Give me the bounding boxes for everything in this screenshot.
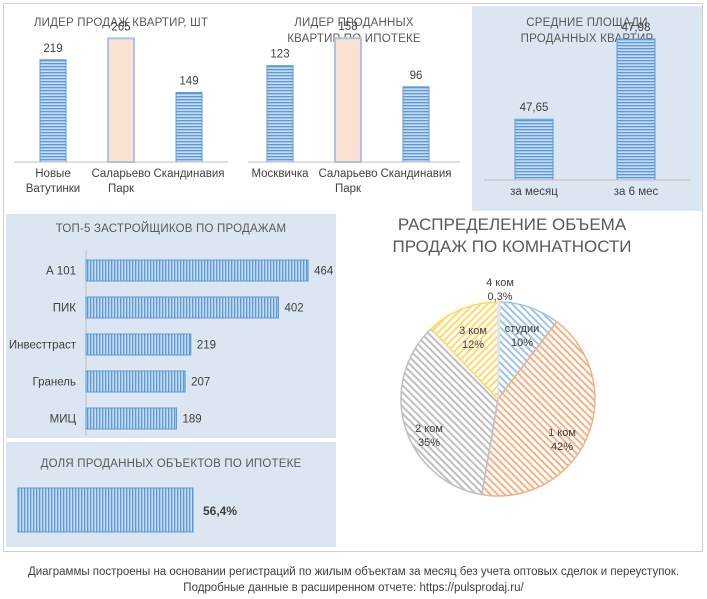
pie-slice-value: 12% [462,339,484,351]
pie-slice-name: 3 ком [459,325,487,337]
category-label: Инвесттраст [9,340,77,352]
category-label: Парк [108,183,135,195]
pie-slice-value: 0,3% [487,291,512,303]
bar-5 [85,407,177,430]
category-label: Скандинавия [381,168,452,180]
bar-2 [107,37,135,163]
bar-value-label: 219 [43,43,62,55]
bar-value-label: 123 [270,49,289,61]
mortgage-leaders-chart: 123 Москвичка 158 Саларьево Парк 96 Скандинави… [248,21,460,195]
pie-slice-2 [480,320,596,497]
bar-value-label: 219 [197,340,216,352]
bar-value-label: 158 [338,21,357,33]
mortgage-share-title: ДОЛЯ ПРОДАННЫХ ОБЪЕКТОВ ПО ИПОТЕКЕ [40,458,302,470]
category-label: Скандинавия [154,168,225,180]
category-label: за месяц [510,186,558,198]
bar-value-label: 47,98 [622,22,651,34]
room-distribution-chart: студии 10% 1 ком 42% 2 ком 35% 3 ком 12% 4 ком 0,… [400,277,596,497]
mortgage-share-panel: ДОЛЯ ПРОДАННЫХ ОБЪЕКТОВ ПО ИПОТЕКЕ 56,4% [6,442,336,547]
bar-value-label: 207 [191,377,210,389]
category-label: Гранель [33,377,76,389]
mortgage-leaders-panel: ЛИДЕР ПРОДАННЫХ КВАРТИР ПО ИПОТЕКЕ 123Мо… [238,6,470,206]
category-label: А 101 [46,266,76,278]
category-label: ПИК [53,303,77,315]
avg-area-chart: 47,65 за месяц 47,98 за 6 мес [484,22,690,198]
category-label: Москвичка [251,168,309,180]
top-developers-panel: ТОП-5 ЗАСТРОЙЩИКОВ ПО ПРОДАЖАМ 464 А 101 4… [6,214,336,438]
category-label: Парк [335,183,362,195]
pie-slice-name: студии [505,323,540,335]
category-label: за 6 мес [614,186,659,198]
bar-value-label: 56,4% [203,504,237,518]
sales-leaders-panel: ЛИДЕР ПРОДАЖ КВАРТИР, ШТ 219 Новые Ватутин… [6,6,236,206]
bar-value-label: 149 [179,75,198,87]
category-label: Новые [35,168,70,180]
bar-1 [85,259,309,282]
category-label: МИЦ [50,414,77,426]
bar-3 [175,91,203,163]
bar-value-label: 265 [111,21,130,33]
bar-1 [17,487,194,533]
bar-1 [266,65,294,163]
bar-value-label: 96 [410,70,423,82]
dashboard-frame [3,3,703,552]
footer-line-2: Подробные данные в расширенном отчете: h… [183,582,524,594]
top-developers-title: ТОП-5 ЗАСТРОЙЩИКОВ ПО ПРОДАЖАМ [55,223,287,235]
room-distribution-panel: РАСПРЕДЕЛЕНИЕ ОБЪЕМА ПРОДАЖ ПО КОМНАТНОС… [343,214,701,548]
bar-3 [85,333,192,356]
bar-2 [334,37,362,164]
mortgage-share-chart: 56,4% [17,487,237,533]
pie-slice-3 [400,327,499,496]
pie-slice-value: 42% [551,441,573,453]
bar-value-label: 47,65 [520,102,549,114]
pie-slice-5 [497,301,501,400]
category-label: Ватутинки [26,183,80,195]
bar-4 [85,370,186,393]
bar-3 [402,86,430,163]
sales-leaders-title: ЛИДЕР ПРОДАЖ КВАРТИР, ШТ [33,17,209,29]
bar-1 [514,118,554,181]
category-label: Саларьево [91,168,150,180]
bar-2 [616,38,656,181]
bar-1 [39,59,67,163]
avg-area-panel: СРЕДНИЕ ПЛОЩАДИ ПРОДАННЫХ КВАРТИР 47,65 з… [472,6,702,211]
bar-value-label: 189 [182,414,201,426]
sales-leaders-chart: 219 Новые Ватутинки 265 Саларьево Парк 149 Скан… [14,21,228,195]
category-label: Саларьево [318,168,377,180]
bar-2 [85,296,279,319]
pie-slice-4 [430,301,499,401]
pie-slice-name: 4 ком [486,277,514,289]
pie-slice-value: 10% [511,337,533,349]
footer-line-1: Диаграммы построены на основании регистр… [27,566,680,578]
room-distribution-title: РАСПРЕДЕЛЕНИЕ ОБЪЕМА ПРОДАЖ ПО КОМНАТНОС… [392,215,632,256]
bar-value-label: 464 [314,266,334,278]
pie-slice-name: 1 ком [548,427,576,439]
top-developers-chart: 464 А 101 402 ПИК 219 Инвесттраст 207 Гранель 18… [9,250,334,436]
pie-slice-value: 35% [418,437,440,449]
pie-slice-name: 2 ком [415,423,443,435]
bar-value-label: 402 [284,303,303,315]
